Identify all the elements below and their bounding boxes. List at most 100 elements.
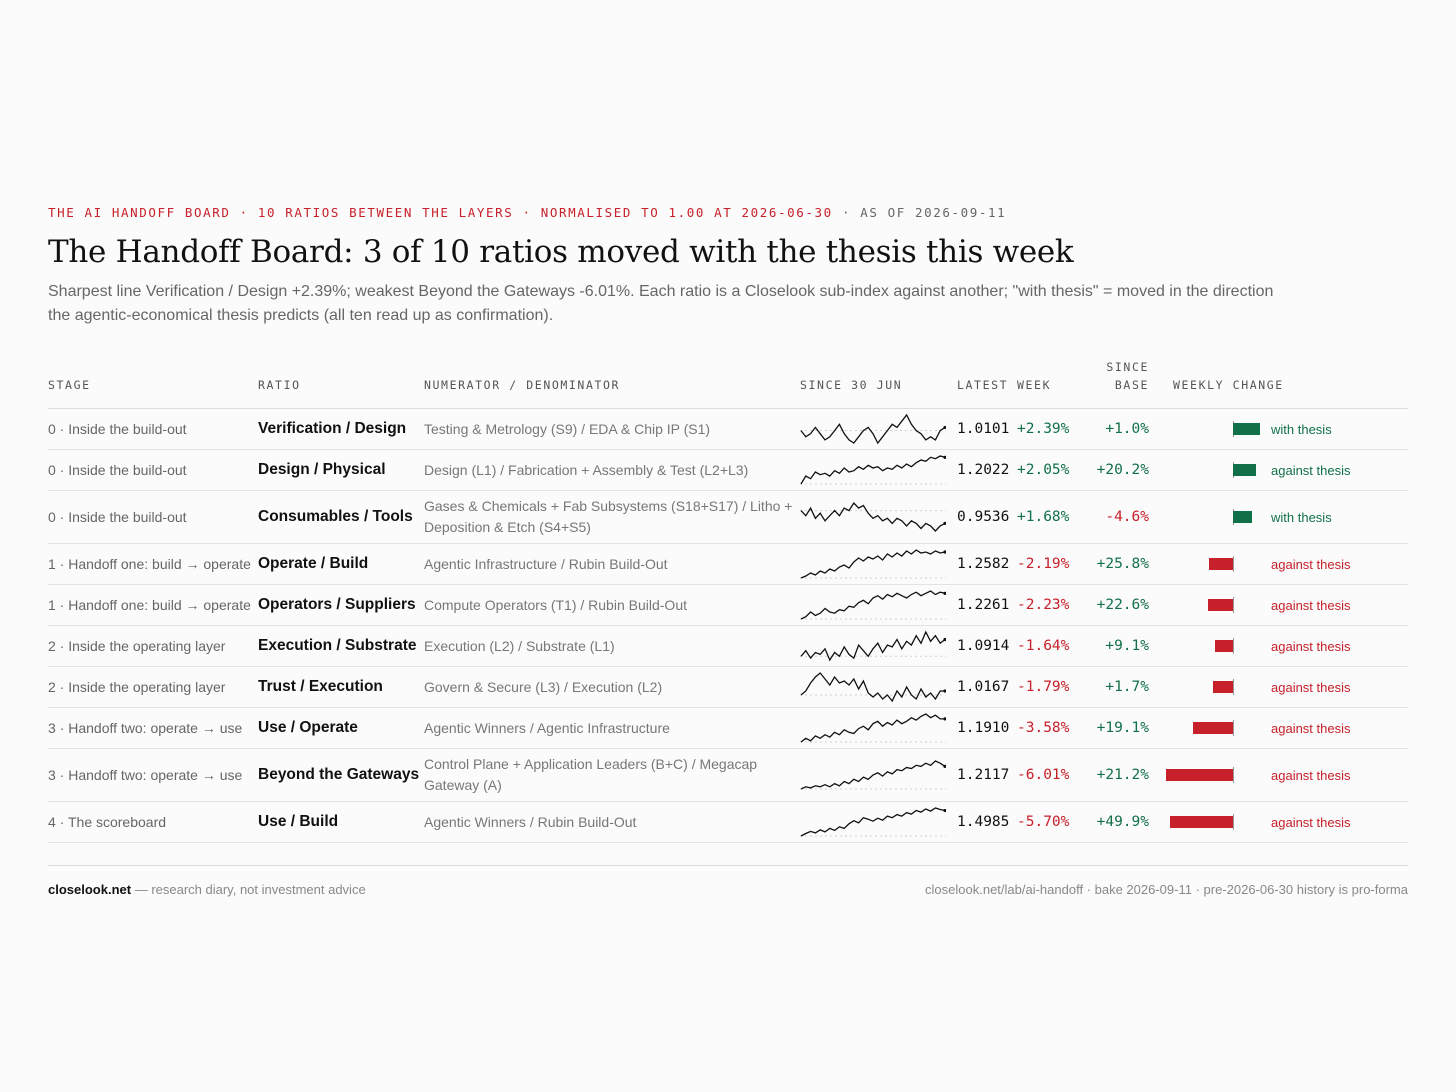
sparkline-series	[800, 672, 945, 703]
weekly-change-bar-cell	[1157, 666, 1247, 708]
table-row: 2 · Inside the operating layer Execution …	[48, 625, 1408, 667]
col-week: WEEK	[1017, 358, 1077, 409]
stage-cell: 0 · Inside the build-out	[48, 490, 258, 544]
weekly-change-bar	[1208, 558, 1233, 570]
bar-zero-line	[1233, 679, 1234, 695]
sparkline-last-point	[943, 637, 946, 642]
kicker-text: THE AI HANDOFF BOARD · 10 RATIOS BETWEEN…	[48, 205, 833, 220]
since-base: +9.1%	[1077, 625, 1157, 667]
stage-cell: 0 · Inside the build-out	[48, 449, 258, 491]
latest-value: 1.2117	[957, 748, 1017, 802]
numerator-denominator: Design (L1) / Fabrication + Assembly & T…	[424, 449, 800, 491]
bar-zero-line	[1233, 597, 1234, 613]
ratio-name: Design / Physical	[258, 449, 424, 491]
stage-cell: 1 · Handoff one: build → operate	[48, 584, 258, 626]
latest-value: 1.1910	[957, 707, 1017, 749]
latest-value: 1.2582	[957, 543, 1017, 585]
week-change: -2.23%	[1017, 584, 1077, 626]
weekly-change-bar	[1213, 681, 1233, 693]
stage-cell: 0 · Inside the build-out	[48, 408, 258, 450]
stage-cell: 2 · Inside the operating layer	[48, 666, 258, 708]
sparkline-series	[800, 549, 946, 579]
numerator-denominator: Gases & Chemicals + Fab Subsystems (S18+…	[424, 490, 800, 544]
table-row: 2 · Inside the operating layer Trust / Ex…	[48, 666, 1408, 708]
ratio-name: Operators / Suppliers	[258, 584, 424, 626]
week-change: +2.39%	[1017, 408, 1077, 450]
weekly-change-bar-cell	[1157, 748, 1247, 802]
weekly-change-bar-cell	[1157, 584, 1247, 626]
ratio-name: Verification / Design	[258, 408, 424, 450]
weekly-change-bar	[1233, 464, 1256, 476]
sparkline-cell	[800, 449, 957, 491]
sparkline-series	[800, 713, 945, 743]
stage-cell: 1 · Handoff one: build → operate	[48, 543, 258, 585]
week-change: -3.58%	[1017, 707, 1077, 749]
sparkline	[800, 760, 946, 790]
weekly-change-bar	[1193, 722, 1233, 734]
col-since-30-jun: SINCE 30 JUN	[800, 358, 957, 409]
since-base: +1.0%	[1077, 408, 1157, 450]
latest-value: 1.2261	[957, 584, 1017, 626]
numerator-denominator: Agentic Winners / Agentic Infrastructure	[424, 707, 800, 749]
sparkline	[800, 413, 946, 445]
footer-left: closelook.net — research diary, not inve…	[48, 882, 366, 897]
since-base: +20.2%	[1077, 449, 1157, 491]
sparkline	[800, 713, 946, 743]
stage-cell: 3 · Handoff two: operate → use	[48, 707, 258, 749]
ratio-name: Execution / Substrate	[258, 625, 424, 667]
weekly-change-bar-cell	[1157, 625, 1247, 667]
sparkline-last-point	[943, 764, 946, 768]
latest-value: 1.0914	[957, 625, 1017, 667]
footer: closelook.net — research diary, not inve…	[48, 865, 1408, 897]
thesis-label: against thesis	[1247, 625, 1408, 667]
weekly-change-bar-cell	[1157, 707, 1247, 749]
weekly-change-bar	[1208, 599, 1233, 611]
since-base: +19.1%	[1077, 707, 1157, 749]
sparkline-last-point	[943, 521, 946, 525]
table-row: 3 · Handoff two: operate → use Use / Oper…	[48, 707, 1408, 749]
sparkline-series	[800, 760, 946, 790]
ratio-name: Use / Build	[258, 801, 424, 843]
weekly-change-bar-cell	[1157, 408, 1260, 450]
stage-cell: 2 · Inside the operating layer	[48, 625, 258, 667]
weekly-change-bar	[1233, 511, 1252, 523]
sparkline-last-point	[943, 425, 946, 430]
bar-zero-line	[1233, 720, 1234, 736]
table-row: 1 · Handoff one: build → operate Operate …	[48, 543, 1408, 585]
sparkline-series	[800, 501, 946, 532]
numerator-denominator: Agentic Infrastructure / Rubin Build-Out	[424, 543, 800, 585]
table-row: 4 · The scoreboard Use / Build Agentic Win…	[48, 801, 1408, 843]
sparkline	[800, 807, 946, 837]
bar-zero-line	[1233, 556, 1234, 572]
ratio-table: STAGE RATIO NUMERATOR / DENOMINATOR SINC…	[48, 358, 1408, 843]
sparkline-series	[800, 413, 946, 445]
page-subtitle: Sharpest line Verification / Design +2.3…	[48, 283, 1274, 324]
stage-cell: 4 · The scoreboard	[48, 801, 258, 843]
week-change: -1.64%	[1017, 625, 1077, 667]
latest-value: 1.2022	[957, 449, 1017, 491]
since-base: -4.6%	[1077, 490, 1157, 544]
sparkline	[800, 549, 946, 579]
footer-right: closelook.net/lab/ai-handoff · bake 2026…	[925, 882, 1408, 897]
col-ratio: RATIO	[258, 358, 424, 409]
col-since-base: SINCE BASE	[1077, 358, 1157, 409]
sparkline-last-point	[943, 717, 946, 721]
numerator-denominator: Testing & Metrology (S9) / EDA & Chip IP…	[424, 408, 800, 450]
thesis-label: against thesis	[1247, 748, 1408, 802]
numerator-denominator: Agentic Winners / Rubin Build-Out	[424, 801, 800, 843]
weekly-change-bar	[1169, 816, 1233, 828]
sparkline	[800, 455, 946, 485]
sparkline-cell	[800, 707, 957, 749]
thesis-label: against thesis	[1247, 707, 1408, 749]
thesis-label: against thesis	[1247, 543, 1408, 585]
kicker: THE AI HANDOFF BOARD · 10 RATIOS BETWEEN…	[48, 205, 1408, 220]
bar-zero-line	[1233, 814, 1234, 830]
sparkline-last-point	[943, 591, 946, 595]
ratio-name: Operate / Build	[258, 543, 424, 585]
sparkline	[800, 501, 946, 532]
col-numden: NUMERATOR / DENOMINATOR	[424, 358, 800, 409]
sparkline-cell	[800, 625, 957, 667]
ratio-name: Use / Operate	[258, 707, 424, 749]
ratio-name: Trust / Execution	[258, 666, 424, 708]
sparkline-cell	[800, 408, 957, 450]
